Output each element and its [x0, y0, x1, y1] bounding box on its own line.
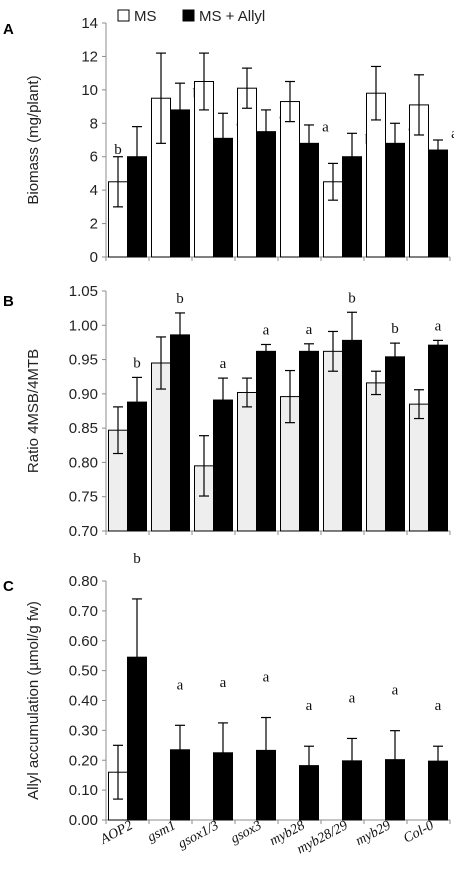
- panel-b-bar-allyl: [428, 344, 448, 532]
- panel-label-b: B: [3, 293, 14, 310]
- panel-c-y-tick-label: 0.00: [69, 812, 98, 829]
- category-label: myb29: [353, 818, 393, 849]
- panel-a-y-tick-label: 2: [90, 216, 98, 233]
- panel-b-significance-letter: b: [176, 291, 184, 307]
- category-label: gsox3: [228, 818, 264, 847]
- panel-b-significance-letter: a: [435, 318, 442, 334]
- panel-b-y-tick-label: 1.05: [69, 283, 98, 300]
- panel-a-significance-letter: b: [114, 142, 122, 158]
- legend-swatch-allyl: [182, 9, 195, 22]
- panel-b-y-tick-label: 0.80: [69, 454, 98, 471]
- panel-a-y-tick-label: 14: [81, 15, 98, 32]
- panel-b-y-tick-label: 0.75: [69, 489, 98, 506]
- legend-label-ms: MS: [134, 8, 157, 25]
- panel-b-significance-letter: b: [348, 290, 356, 306]
- panel-a-y-tick-label: 4: [90, 182, 98, 199]
- panel-c-y-axis-title: Allyl accumulation (µmol/g fw): [25, 601, 42, 800]
- panel-b-bar-ms: [409, 403, 429, 532]
- panel-a-bar-ms: [280, 101, 300, 258]
- panel-b-bar-ms: [323, 350, 343, 532]
- panel-c-significance-letter: a: [220, 675, 227, 691]
- panel-c-y-tick-label: 0.60: [69, 633, 98, 650]
- panel-c-significance-letter: a: [435, 698, 442, 714]
- panel-b-bar-ms: [237, 391, 257, 532]
- panel-b-bar-ms: [366, 382, 386, 532]
- panel-c-significance-letter: b: [133, 551, 141, 567]
- legend-label-allyl: MS + Allyl: [199, 8, 265, 25]
- panel-c-y-tick-label: 0.40: [69, 693, 98, 710]
- category-label: Col-0: [401, 818, 436, 846]
- panel-b-bar-allyl: [385, 356, 405, 532]
- panel-b-y-tick-label: 1.00: [69, 317, 98, 334]
- panel-c-y-tick-label: 0.70: [69, 603, 98, 620]
- panel-c-significance-letter: a: [392, 683, 399, 699]
- panel-c-y-tick-label: 0.30: [69, 722, 98, 739]
- panel-b-bar-allyl: [256, 350, 276, 532]
- panel-c-y-tick-label: 0.80: [69, 573, 98, 590]
- panel-a-bar-ms: [237, 87, 257, 258]
- panel-a-y-axis-title: Biomass (mg/plant): [25, 75, 42, 204]
- panel-b-y-tick-label: 0.90: [69, 386, 98, 403]
- panel-a-y-tick-label: 0: [90, 249, 98, 266]
- category-label: AOP2: [97, 818, 135, 848]
- panel-c-significance-letter: a: [177, 677, 184, 693]
- panel-a-significance-letter: a: [451, 126, 454, 142]
- panel-label-a: A: [3, 21, 14, 38]
- panel-label-c: C: [3, 578, 14, 595]
- panel-c-y-tick-label: 0.10: [69, 782, 98, 799]
- panel-b-bar-allyl: [170, 334, 190, 532]
- panel-a-biomass-chart: Biomass (mg/plant)02468101214bbaaabaa: [25, 15, 454, 266]
- panel-c-y-tick-label: 0.20: [69, 752, 98, 769]
- legend-swatch-ms: [117, 9, 130, 22]
- panel-c-allyl-chart: Allyl accumulation (µmol/g fw) 0.00 0.10 0.…: [25, 551, 451, 829]
- panel-c-significance-letter: a: [349, 690, 356, 706]
- panel-a-y-tick-label: 8: [90, 115, 98, 132]
- panel-b-y-tick-label: 0.85: [69, 420, 98, 437]
- panel-b-bar-allyl: [299, 350, 319, 532]
- panel-a-y-tick-label: 10: [81, 82, 98, 99]
- category-label: gsm1: [145, 818, 178, 845]
- panel-a-y-tick-label: 12: [81, 48, 98, 65]
- panel-b-significance-letter: a: [306, 322, 313, 338]
- panel-a-y-tick-label: 6: [90, 149, 98, 166]
- panel-b-significance-letter: a: [263, 322, 270, 338]
- panel-b-significance-letter: b: [133, 355, 141, 371]
- panel-c-significance-letter: a: [263, 670, 270, 686]
- panel-b-y-tick-label: 0.95: [69, 352, 98, 369]
- panel-a-significance-letter: a: [322, 119, 329, 135]
- panel-b-y-tick-label: 0.70: [69, 523, 98, 540]
- panel-c-significance-letter: a: [306, 698, 313, 714]
- panel-b-significance-letter: a: [220, 356, 227, 372]
- legend: MS MS + Allyl: [117, 8, 265, 25]
- panel-a-bar-allyl: [428, 149, 448, 258]
- panel-b-ratio-chart: Ratio 4MSB/4MTB 0.70 0.75 0.80 0.85 0.90 0.95 1…: [25, 283, 451, 540]
- panel-b-significance-letter: b: [391, 321, 399, 337]
- panel-c-y-tick-label: 0.50: [69, 663, 98, 680]
- category-label: gsox1/3: [176, 818, 222, 852]
- panel-b-y-axis-title: Ratio 4MSB/4MTB: [25, 349, 42, 473]
